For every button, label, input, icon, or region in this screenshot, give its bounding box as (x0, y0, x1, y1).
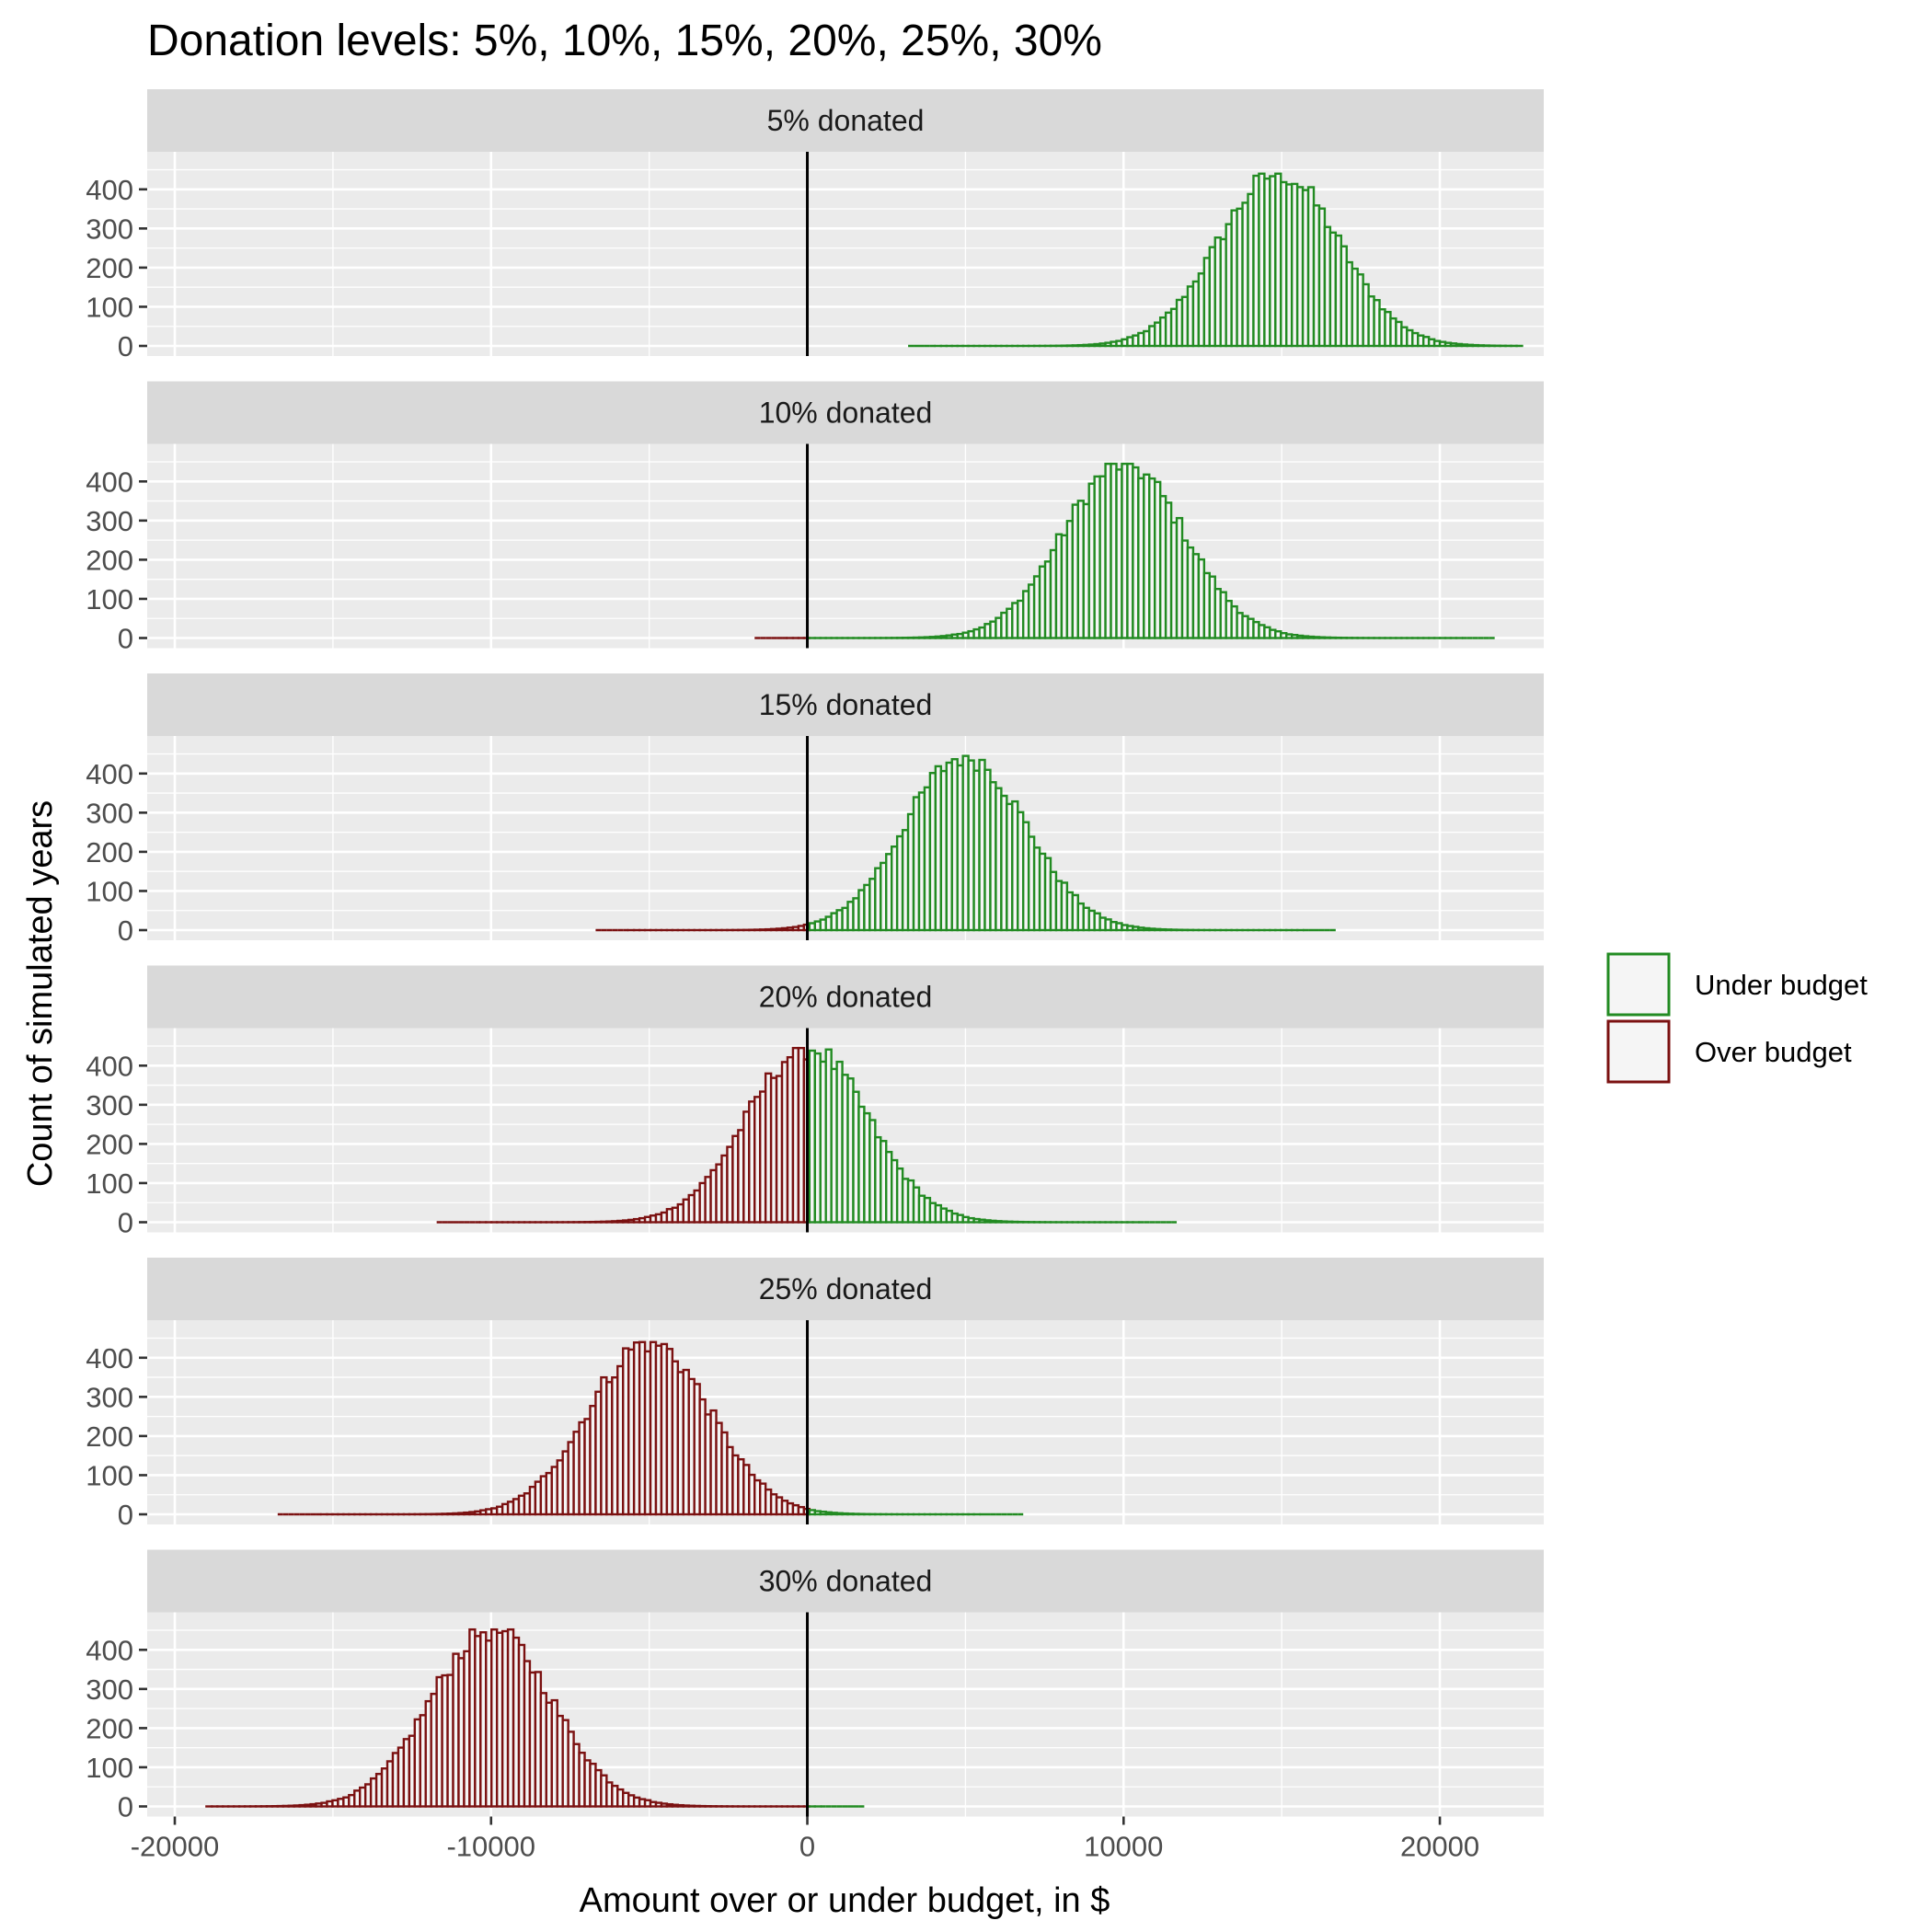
y-tick-label: 100 (86, 1459, 133, 1491)
y-tick-label: 0 (118, 623, 133, 655)
facet-strip (147, 965, 1544, 1029)
histogram-bars (276, 1340, 1025, 1516)
y-tick-label: 200 (86, 836, 133, 868)
y-tick-label: 200 (86, 1128, 133, 1160)
y-tick-label: 400 (86, 174, 133, 206)
y-tick-label: 100 (86, 1752, 133, 1784)
legend-label-under-budget: Under budget (1695, 969, 1868, 1001)
y-tick-label: 300 (86, 1673, 133, 1706)
y-tick-label: 300 (86, 1089, 133, 1121)
facet-panel: 15% donated 0 100 200 300 400 (86, 673, 1544, 947)
facet-strip-label: 25% donated (759, 1272, 933, 1305)
facet-strip (147, 89, 1544, 152)
y-tick-label: 400 (86, 1634, 133, 1666)
panel-background (147, 443, 1544, 649)
facet-strip-label: 15% donated (759, 688, 933, 721)
x-tick-label: -10000 (446, 1831, 535, 1863)
facet-strip (147, 673, 1544, 736)
y-tick-label: 400 (86, 758, 133, 790)
legend-key-over-budget (1606, 1019, 1671, 1084)
histogram-bars (906, 172, 1524, 348)
chart-title: Donation levels: 5%, 10%, 15%, 20%, 25%,… (147, 17, 1102, 65)
histogram-bars (205, 1627, 866, 1808)
y-tick-label: 400 (86, 1050, 133, 1082)
facet-strip-label: 30% donated (759, 1565, 933, 1598)
legend-label-over-budget: Over budget (1695, 1036, 1852, 1068)
y-tick-label: 300 (86, 1381, 133, 1413)
y-tick-label: 0 (118, 1791, 133, 1823)
y-tick-label: 400 (86, 1342, 133, 1374)
facet-panel: 30% donated 0 100 200 300 400 (86, 1549, 1544, 1823)
x-tick-label: 10000 (1084, 1831, 1163, 1863)
y-tick-label: 200 (86, 544, 133, 576)
legend: Under budget Over budget (1606, 952, 1868, 1084)
facet-panel: 25% donated 0 100 200 300 400 (86, 1258, 1544, 1531)
histogram-bars (753, 462, 1496, 639)
y-tick-label: 200 (86, 1420, 133, 1453)
y-tick-label: 100 (86, 1167, 133, 1200)
facet-strip-label: 10% donated (759, 397, 933, 430)
y-tick-label: 100 (86, 875, 133, 907)
y-tick-label: 0 (118, 1207, 133, 1239)
histogram-bars (594, 754, 1338, 932)
y-tick-label: 300 (86, 797, 133, 829)
y-tick-label: 200 (86, 252, 133, 284)
x-tick-label: -20000 (131, 1831, 220, 1863)
facet-strip-label: 20% donated (759, 981, 933, 1014)
facet-strip-label: 5% donated (767, 104, 925, 137)
y-axis-title: Count of simulated years (21, 800, 60, 1187)
facet-panel: 10% donated 0 100 200 300 400 (86, 381, 1544, 655)
y-tick-label: 100 (86, 583, 133, 615)
y-tick-label: 300 (86, 505, 133, 537)
y-tick-label: 0 (118, 330, 133, 362)
facet-strip (147, 1549, 1544, 1613)
facet-strip (147, 1258, 1544, 1320)
x-tick-label: 0 (799, 1831, 815, 1863)
legend-key-under-budget (1606, 952, 1671, 1017)
y-tick-label: 400 (86, 466, 133, 498)
panel-background (147, 1320, 1544, 1524)
panel-background (147, 1612, 1544, 1817)
facet-panel: 5% donated 0 100 200 300 400 (86, 89, 1544, 362)
facet-strip (147, 381, 1544, 444)
facet-panel: 20% donated 0 100 200 300 400 (86, 965, 1544, 1239)
y-tick-label: 300 (86, 213, 133, 245)
x-tick-label: 20000 (1400, 1831, 1479, 1863)
panel-background (147, 736, 1544, 940)
y-tick-label: 0 (118, 914, 133, 947)
y-tick-label: 200 (86, 1712, 133, 1744)
x-axis-title: Amount over or under budget, in $ (580, 1881, 1110, 1920)
y-tick-label: 0 (118, 1499, 133, 1531)
y-tick-label: 100 (86, 291, 133, 323)
